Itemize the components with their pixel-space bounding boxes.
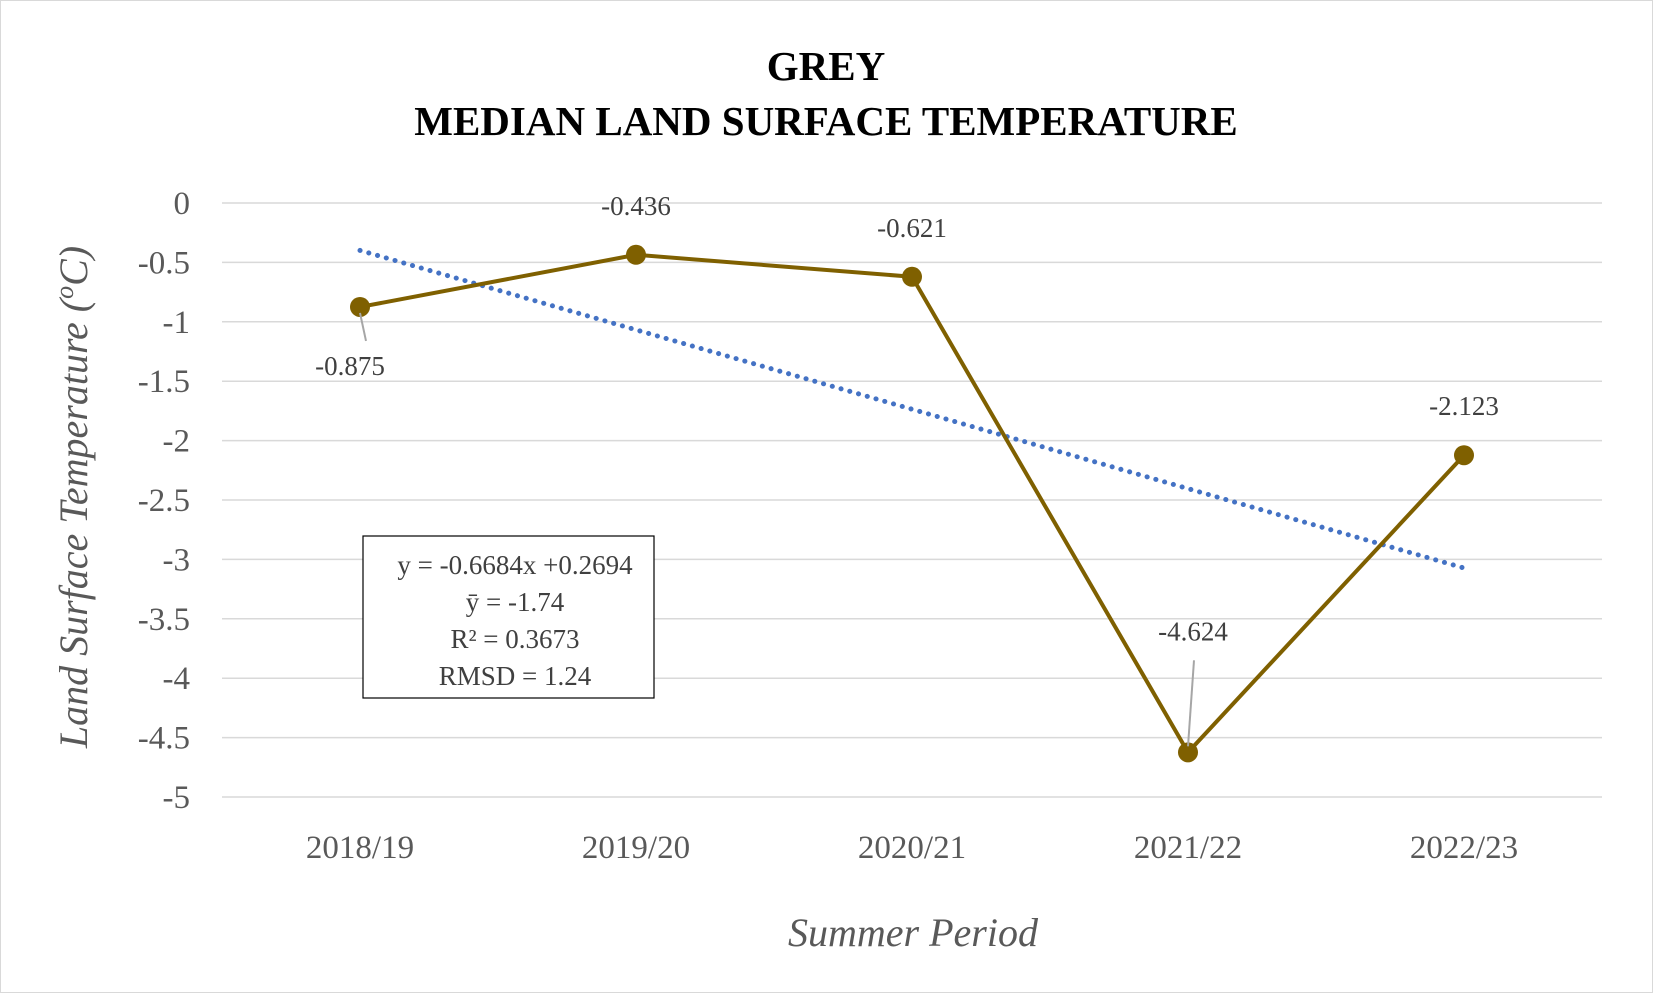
y-tick-label: -2.5 (138, 483, 190, 519)
stats-equation: y = -0.6684x +0.2694 (397, 550, 633, 580)
x-tick-label: 2022/23 (1410, 830, 1518, 866)
y-axis-title-superscript: o (50, 286, 79, 299)
data-labels: -0.875 -0.436 -0.621 -4.624 -2.123 (315, 191, 1499, 747)
chart-title-line-2: MEDIAN LAND SURFACE TEMPERATURE (414, 98, 1237, 144)
data-point (1454, 445, 1474, 466)
series-layer (350, 244, 1474, 763)
y-tick-label: -1 (163, 305, 191, 341)
y-axis-title: Land Surface Temperature (oC) (50, 246, 96, 749)
data-point (350, 296, 370, 317)
trendline (357, 247, 1467, 571)
data-label: -0.875 (315, 351, 385, 381)
data-label: -2.123 (1429, 391, 1499, 421)
y-tick-label: 0 (174, 186, 191, 222)
data-point (1178, 742, 1198, 763)
y-axis-ticks: 0 -0.5 -1 -1.5 -2 -2.5 -3 -3.5 -4 -4.5 -5 (138, 186, 190, 816)
data-label-leader (1187, 660, 1195, 747)
x-tick-label: 2018/19 (306, 830, 414, 866)
y-tick-label: -3 (163, 542, 191, 578)
y-axis-title-main: Land Surface Temperature ( (51, 296, 96, 749)
x-tick-label: 2019/20 (582, 830, 690, 866)
data-point (626, 244, 646, 265)
stats-box: y = -0.6684x +0.2694 ȳ = -1.74 R² = 0.36… (362, 535, 655, 699)
y-tick-label: -0.5 (138, 245, 190, 281)
data-label: -0.436 (601, 191, 671, 221)
data-point (902, 266, 922, 287)
chart-title-line-1: GREY (767, 43, 885, 89)
data-label-leader (359, 312, 367, 342)
trendline-layer (357, 247, 1467, 571)
stats-box-border (362, 535, 655, 699)
y-axis-title-unit: C) (51, 246, 96, 286)
x-axis-title: Summer Period (788, 910, 1039, 955)
data-label: -0.621 (877, 213, 947, 243)
x-tick-label: 2021/22 (1134, 830, 1242, 866)
y-tick-label: -4.5 (138, 721, 190, 757)
y-tick-label: -3.5 (138, 602, 190, 638)
y-tick-label: -1.5 (138, 364, 190, 400)
y-tick-label: -4 (163, 661, 191, 697)
x-axis-ticks: 2018/19 2019/20 2020/21 2021/22 2022/23 (306, 830, 1518, 866)
stats-mean: ȳ = -1.74 (466, 587, 565, 617)
data-label: -4.624 (1158, 616, 1228, 646)
stats-r-squared: R² = 0.3673 (450, 624, 579, 654)
x-tick-label: 2020/21 (858, 830, 966, 866)
y-tick-label: -2 (163, 424, 191, 460)
y-tick-label: -5 (163, 780, 191, 816)
stats-rmsd: RMSD = 1.24 (439, 661, 592, 691)
